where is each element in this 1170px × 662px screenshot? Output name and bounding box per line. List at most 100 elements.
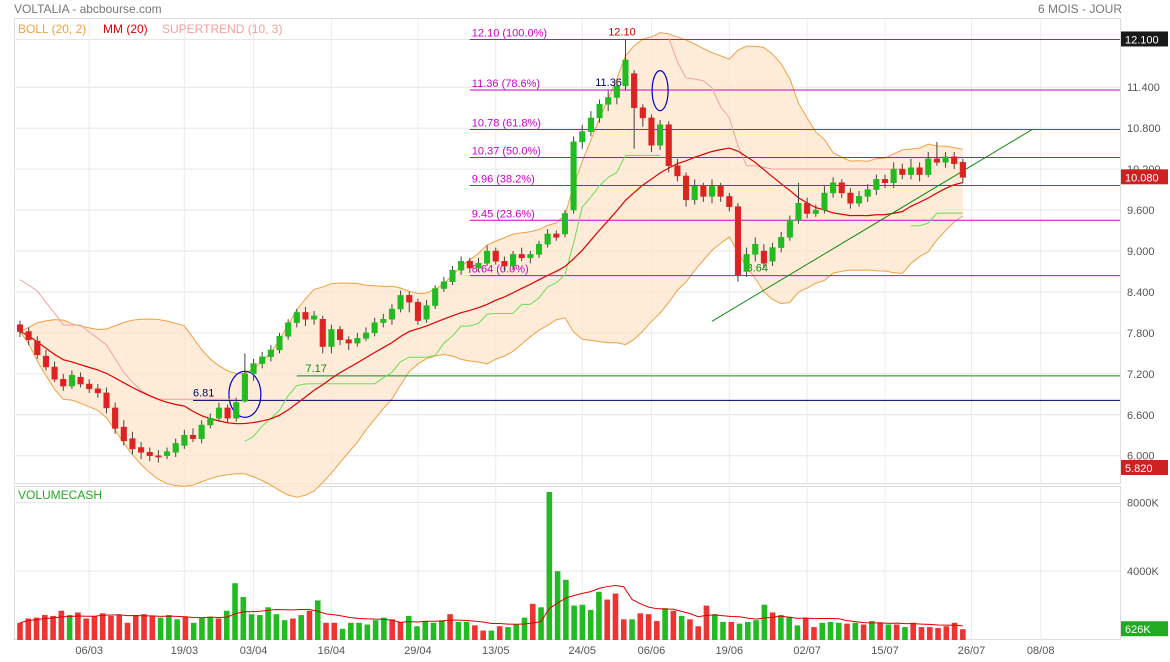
volume-bar (132, 615, 139, 640)
volume-bar (314, 600, 321, 640)
candle-up (622, 59, 629, 87)
candle-down (112, 407, 119, 429)
candle-up (786, 220, 793, 238)
volume-tick-label: 4000K (1127, 566, 1159, 578)
date-tick-label: 19/06 (716, 645, 744, 657)
annotation-label: 8.64 (747, 263, 768, 275)
candle-down (631, 73, 638, 108)
candle-down (16, 324, 24, 332)
volume-bar (439, 620, 445, 640)
supertrend-segment (469, 322, 479, 327)
candle-up (691, 185, 698, 201)
supertrend-segment (279, 395, 289, 411)
candle-up (743, 254, 750, 272)
volume-bar (728, 621, 735, 640)
volume-bar (281, 620, 288, 640)
volume-bar (422, 621, 429, 640)
candle-down (683, 175, 690, 201)
volume-bar (521, 617, 528, 640)
candle-up (362, 332, 370, 339)
volume-bar (794, 625, 801, 640)
supertrend-segment (737, 145, 748, 167)
price-tick-label: 10.800 (1127, 123, 1161, 135)
volume-bar (66, 615, 73, 640)
volume-bar (554, 571, 561, 640)
candle-down (492, 250, 499, 262)
candle-up (873, 179, 880, 190)
volume-bar (695, 626, 701, 640)
date-tick-label: 06/03 (75, 645, 103, 657)
volume-bar (455, 621, 462, 640)
volume-bar (612, 593, 619, 640)
candle-up (561, 213, 569, 235)
date-tick-label: 16/04 (318, 645, 346, 657)
volume-bar (257, 615, 263, 640)
supertrend-segment (106, 344, 116, 359)
volume-bar (687, 619, 693, 640)
candle-down (726, 196, 733, 207)
candle-up (164, 451, 171, 456)
volume-bar (538, 607, 544, 640)
volume-bar (232, 583, 238, 640)
volume-bar (480, 630, 486, 640)
volume-bar (711, 614, 718, 640)
fibonacci-label: 10.78 (61.8%) (472, 118, 541, 130)
candle-down (959, 162, 966, 178)
volume-bar (596, 591, 602, 640)
supertrend-segment (391, 361, 401, 373)
volume-bar (745, 621, 751, 640)
fibonacci-label: 11.36 (78.6%) (472, 78, 540, 90)
price-tick-label: 9.600 (1127, 205, 1155, 217)
candle-down (648, 117, 655, 146)
volume-bar (703, 605, 710, 640)
supertrend-segment (668, 37, 678, 63)
volume-last-tag-text: 626K (1125, 624, 1151, 636)
candle-up (605, 97, 612, 105)
supertrend-segment (703, 80, 713, 89)
date-tick-label: 29/04 (404, 645, 432, 657)
candle-down (899, 168, 906, 175)
volume-bar (802, 618, 809, 640)
volume-bar (811, 627, 817, 640)
supertrend-segment (538, 286, 549, 299)
candle-down (103, 392, 110, 409)
candle-up (293, 312, 300, 323)
supertrend-segment (88, 331, 99, 339)
supertrend-segment (720, 106, 730, 119)
last-price-tag-text: 10.080 (1125, 172, 1159, 184)
candle-up (752, 243, 759, 255)
volume-bar (174, 619, 180, 640)
volume-bar (769, 612, 776, 640)
last-price-tag (1121, 169, 1168, 185)
low-price-tag (1121, 459, 1168, 475)
candle-down (553, 233, 560, 238)
supertrend-segment (599, 177, 609, 186)
candle-up (769, 247, 776, 262)
candle-up (172, 443, 179, 453)
volume-bar (918, 627, 925, 640)
candle-up (527, 254, 534, 259)
volume-bar (33, 617, 40, 640)
period-label: 6 MOIS - JOUR (1037, 2, 1122, 16)
volume-bar (546, 492, 553, 640)
volume-tick-label: 8000K (1127, 497, 1159, 509)
volume-bar (827, 621, 834, 640)
candle-down (734, 206, 742, 276)
candle-up (596, 104, 603, 119)
volume-bar (99, 613, 106, 640)
date-tick-label: 24/05 (568, 645, 596, 657)
candle-up (942, 156, 949, 163)
candle-up (795, 202, 802, 221)
volume-bar (902, 627, 908, 640)
candle-up (864, 189, 871, 197)
volume-bar (463, 621, 470, 640)
candle-down (77, 376, 84, 385)
candle-down (189, 434, 197, 439)
supertrend-segment (452, 325, 462, 337)
annotation-label: 7.17 (305, 363, 326, 375)
date-tick-label: 15/07 (871, 645, 899, 657)
candle-up (432, 288, 439, 306)
volume-bar (860, 624, 867, 640)
price-tick-label: 6.000 (1127, 451, 1155, 463)
date-tick-label: 13/05 (482, 645, 510, 657)
